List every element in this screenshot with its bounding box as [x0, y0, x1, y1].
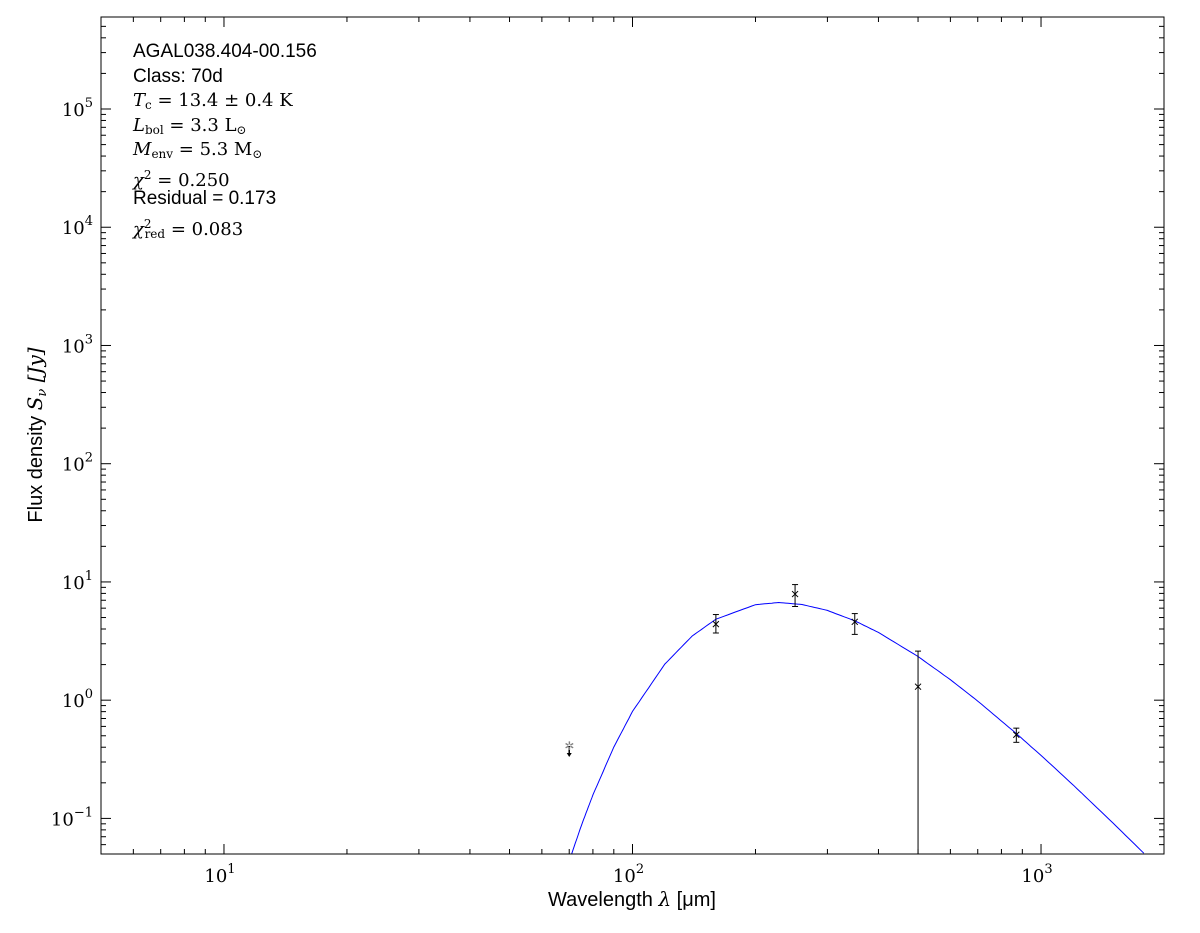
data-points-group: ✲: [564, 584, 1020, 854]
data-point: [791, 590, 799, 598]
y-axis-label: Flux density Sν [Jy]: [23, 347, 50, 522]
y-tick-label: 105: [62, 96, 93, 121]
data-point: [914, 683, 922, 691]
data-point: [1012, 731, 1020, 739]
envelope-mass: Menv = 5.3 M⊙: [133, 139, 263, 161]
source-name: AGAL038.404-00.156: [133, 41, 317, 62]
model-curve-group: [571, 601, 1145, 854]
x-tick-label: 102: [613, 862, 644, 887]
upper-limit-arrowhead: [566, 752, 572, 757]
x-axis-label: Wavelength λ [μm]: [548, 887, 716, 911]
data-point: [851, 618, 859, 626]
y-tick-label: 104: [62, 214, 93, 239]
x-tick-label: 101: [204, 862, 235, 887]
plot-frame: [100, 16, 1165, 855]
y-tick-label: 10−1: [51, 805, 93, 830]
fit-annotations: AGAL038.404-00.156 Class: 70d Tc = 13.4 …: [133, 40, 317, 241]
tick-labels: 101 102 103 10−1 100 101 102 103 104 105: [51, 96, 1053, 887]
y-tick-label: 101: [62, 569, 93, 594]
axis-ticks: [100, 16, 1165, 855]
source-class: Class: 70d: [133, 65, 223, 87]
upper-limit-marker: ✲: [564, 739, 574, 753]
bolometric-luminosity: Lbol = 3.3 L⊙: [133, 114, 247, 137]
model-curve: [571, 601, 1145, 854]
y-tick-label: 103: [62, 332, 93, 357]
y-tick-label: 102: [62, 451, 93, 476]
residual: Residual = 0.173: [133, 188, 277, 209]
cold-temperature: Tc = 13.4 ± 0.4 K: [133, 90, 293, 112]
x-tick-label: 103: [1021, 862, 1052, 887]
data-point: [712, 620, 720, 628]
chi-squared: χ2 = 0.250: [133, 167, 230, 191]
y-tick-label: 100: [62, 687, 93, 712]
reduced-chi-squared: χ2red = 0.083: [133, 216, 244, 241]
